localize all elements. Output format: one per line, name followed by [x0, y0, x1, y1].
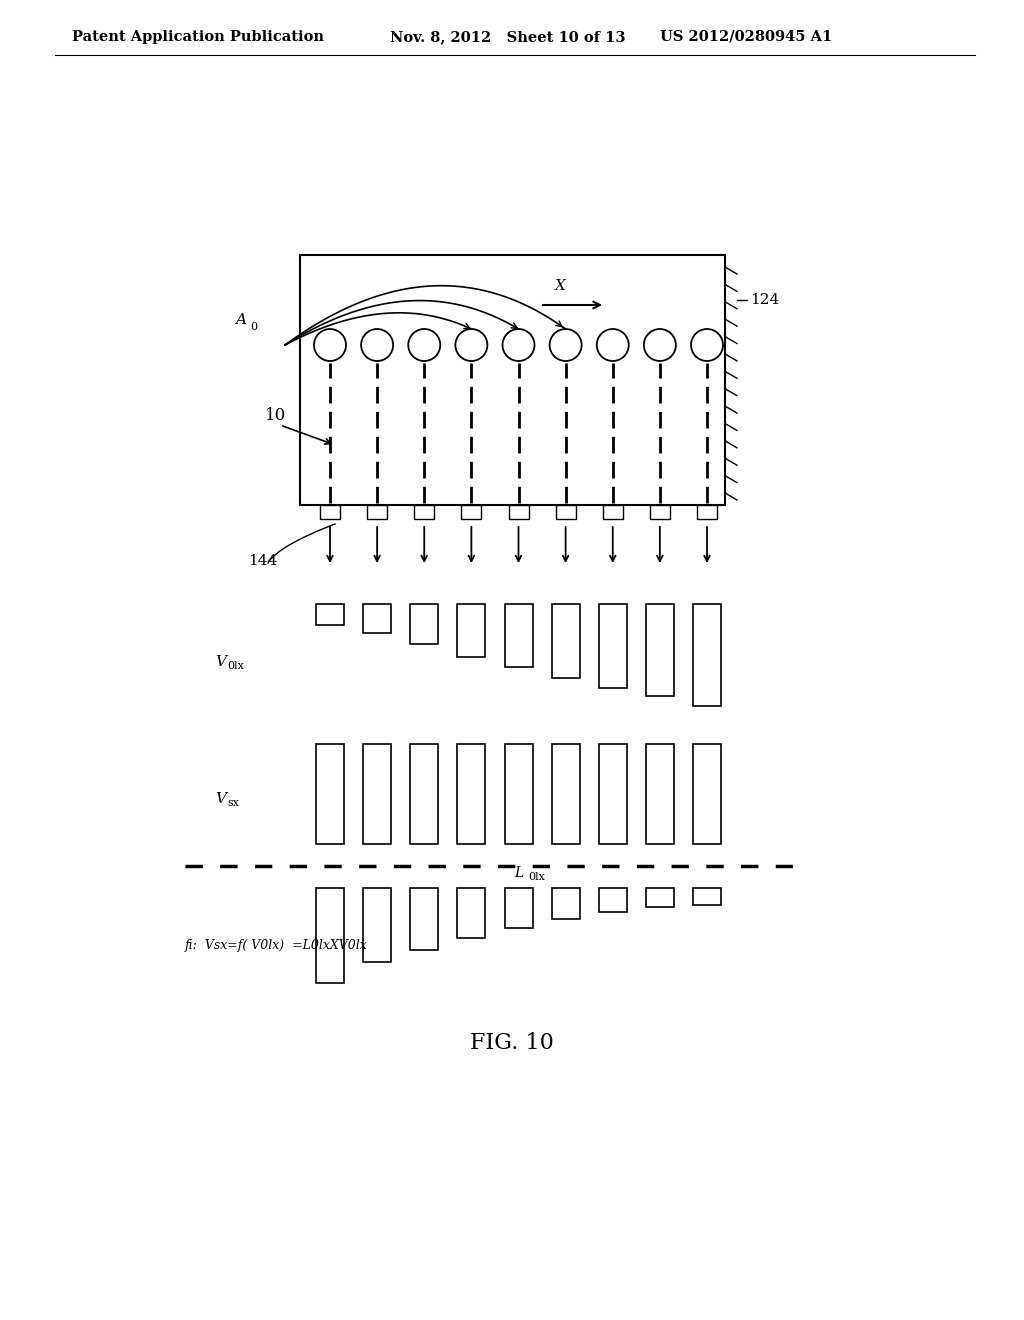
- Text: A: A: [234, 313, 246, 327]
- Bar: [599, 888, 627, 912]
- Circle shape: [409, 329, 440, 360]
- Bar: [552, 744, 580, 843]
- Circle shape: [550, 329, 582, 360]
- Bar: [411, 744, 438, 843]
- Bar: [300, 255, 725, 506]
- Bar: [552, 888, 580, 919]
- Bar: [693, 744, 721, 843]
- Circle shape: [691, 329, 723, 360]
- Bar: [505, 888, 532, 928]
- Bar: [603, 506, 623, 519]
- Text: L: L: [514, 866, 523, 880]
- Circle shape: [644, 329, 676, 360]
- Bar: [693, 888, 721, 906]
- Bar: [319, 506, 340, 519]
- Text: V: V: [215, 792, 226, 807]
- Bar: [646, 605, 674, 697]
- Circle shape: [361, 329, 393, 360]
- Bar: [505, 605, 532, 667]
- Bar: [458, 888, 485, 939]
- Bar: [462, 506, 481, 519]
- Text: sx: sx: [227, 799, 239, 808]
- Text: X: X: [555, 279, 565, 293]
- Text: 10: 10: [265, 407, 287, 424]
- Text: 0lx: 0lx: [528, 873, 546, 882]
- Text: 124: 124: [750, 293, 779, 308]
- Circle shape: [314, 329, 346, 360]
- Text: 144: 144: [248, 554, 278, 568]
- Text: fi:  Vsx=f( V0lx)  =L0lxXV0lx: fi: Vsx=f( V0lx) =L0lxXV0lx: [185, 939, 368, 952]
- Bar: [364, 888, 391, 962]
- Text: US 2012/0280945 A1: US 2012/0280945 A1: [660, 30, 833, 44]
- Circle shape: [503, 329, 535, 360]
- Text: Patent Application Publication: Patent Application Publication: [72, 30, 324, 44]
- Bar: [364, 744, 391, 843]
- Circle shape: [597, 329, 629, 360]
- Bar: [599, 744, 627, 843]
- Bar: [650, 506, 670, 519]
- Bar: [316, 605, 344, 624]
- Bar: [646, 888, 674, 907]
- Bar: [316, 888, 344, 983]
- Bar: [509, 506, 528, 519]
- Bar: [556, 506, 575, 519]
- Bar: [599, 605, 627, 688]
- Bar: [411, 605, 438, 644]
- Bar: [411, 888, 438, 950]
- Bar: [458, 605, 485, 656]
- Text: 0: 0: [250, 322, 257, 333]
- Bar: [316, 744, 344, 843]
- Text: V: V: [215, 655, 226, 669]
- Bar: [415, 506, 434, 519]
- Bar: [458, 744, 485, 843]
- Bar: [364, 605, 391, 634]
- Bar: [368, 506, 387, 519]
- Text: 0lx: 0lx: [227, 661, 244, 671]
- Text: Nov. 8, 2012   Sheet 10 of 13: Nov. 8, 2012 Sheet 10 of 13: [390, 30, 626, 44]
- Bar: [552, 605, 580, 677]
- Bar: [646, 744, 674, 843]
- Bar: [505, 744, 532, 843]
- Circle shape: [456, 329, 487, 360]
- Bar: [693, 605, 721, 706]
- Text: FIG. 10: FIG. 10: [470, 1032, 554, 1053]
- Bar: [697, 506, 717, 519]
